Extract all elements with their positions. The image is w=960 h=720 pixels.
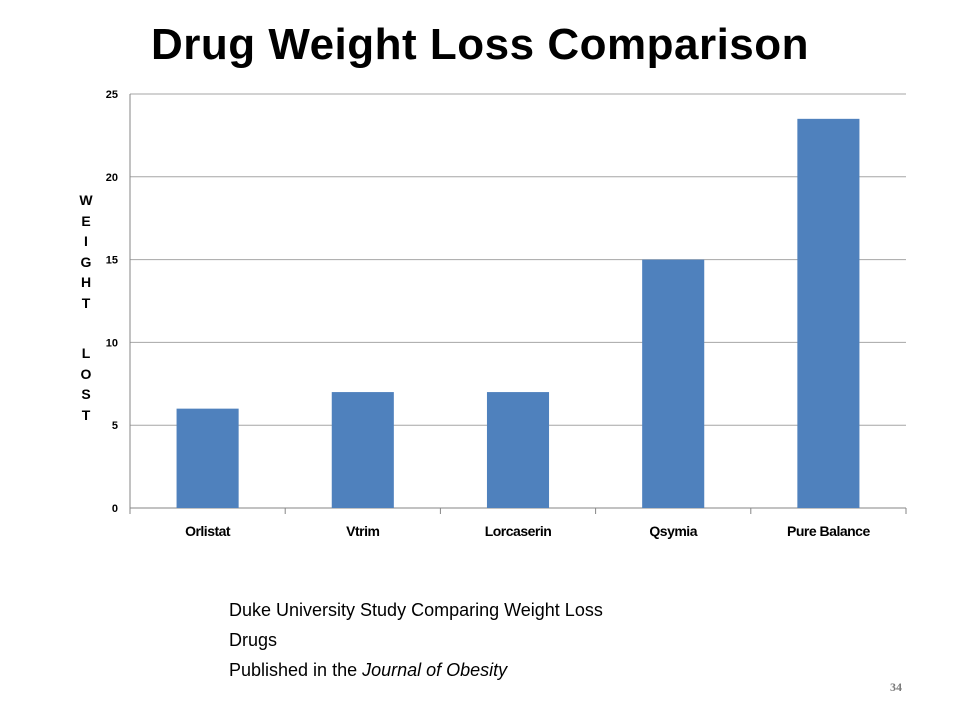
journal-name: Journal of Obesity — [362, 660, 508, 680]
y-axis-label-letter: O — [80, 365, 92, 382]
y-axis-label-letter: T — [81, 294, 91, 311]
y-axis-label-letter: W — [79, 192, 93, 208]
y-tick-label: 25 — [106, 89, 118, 101]
y-axis-label-letter: H — [80, 274, 92, 290]
bar — [486, 392, 550, 508]
x-tick-label: Lorcaserin — [485, 523, 552, 539]
bar — [797, 118, 860, 508]
caption-line-1: Duke University Study Comparing Weight L… — [229, 600, 603, 620]
y-axis-label-letter: E — [81, 212, 91, 229]
y-tick-label: 5 — [112, 420, 118, 432]
y-tick-label: 20 — [106, 172, 118, 184]
x-tick-label: Pure Balance — [787, 523, 870, 539]
y-tick-label: 10 — [106, 337, 118, 349]
page-title: Drug Weight Loss Comparison — [150, 20, 810, 69]
x-tick-label: Qsymia — [649, 523, 697, 539]
bar — [642, 259, 705, 508]
x-tick-label: Orlistat — [185, 523, 231, 539]
y-axis-label-letter: L — [81, 345, 91, 361]
source-caption: Duke University Study Comparing Weight L… — [229, 595, 603, 685]
y-axis-label-letter: T — [81, 406, 91, 423]
y-axis-label-letter: I — [84, 233, 88, 249]
bar — [331, 392, 394, 508]
y-tick-label: 15 — [106, 255, 118, 267]
y-axis-label-letter: G — [80, 253, 92, 270]
x-tick-label: Vtrim — [346, 523, 379, 539]
bar — [176, 408, 239, 508]
slide-number: 34 — [890, 680, 902, 694]
caption-prefix: Published in the — [229, 660, 363, 680]
caption-line-3: Published in the Journal of Obesity — [229, 655, 603, 685]
y-tick-label: 0 — [112, 503, 118, 515]
caption-line-2: Drugs — [229, 630, 278, 650]
y-axis-label-letter: S — [81, 386, 91, 402]
